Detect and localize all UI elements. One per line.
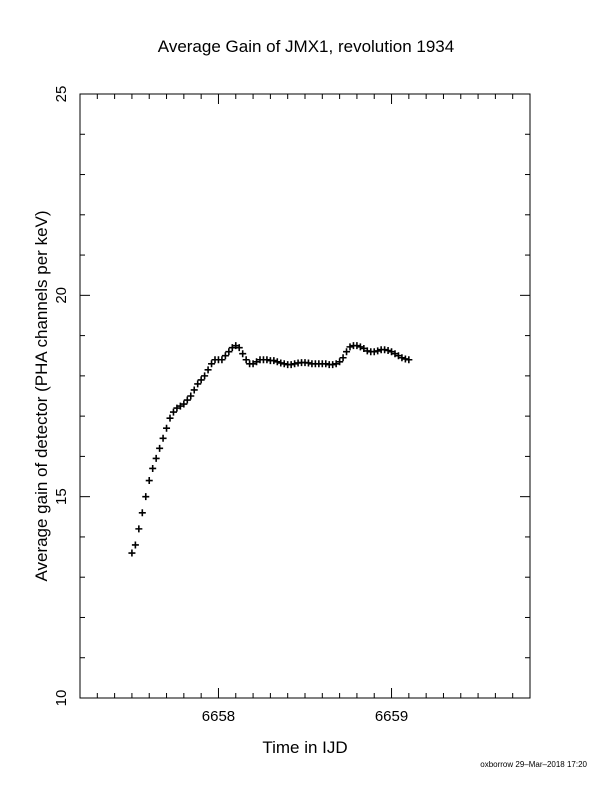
data-point: [194, 380, 202, 388]
data-point: [384, 346, 392, 354]
data-point: [197, 376, 205, 384]
data-point: [277, 359, 285, 367]
data-point: [201, 372, 209, 380]
data-point: [329, 361, 337, 369]
data-point: [322, 360, 330, 368]
data-point: [149, 464, 157, 472]
data-point: [145, 477, 153, 485]
data-point: [163, 424, 171, 432]
data-point: [225, 348, 233, 356]
data-point: [304, 359, 312, 367]
data-point: [405, 356, 413, 364]
y-tick-label: 25: [53, 86, 70, 103]
data-point: [128, 549, 136, 557]
x-tick-label: 6659: [375, 708, 408, 725]
data-point: [353, 342, 361, 350]
tick-labels: 6658 6659 10 15 20 25: [53, 86, 408, 725]
data-point: [183, 396, 191, 404]
data-point: [239, 350, 247, 358]
data-point: [291, 360, 299, 368]
data-point: [221, 352, 229, 360]
data-point: [343, 348, 351, 356]
data-point: [235, 344, 243, 352]
data-point: [187, 392, 195, 400]
data-point: [204, 366, 212, 374]
data-point: [280, 360, 288, 368]
data-point: [156, 444, 164, 452]
axis-ticks: [79, 93, 531, 699]
data-point: [208, 360, 216, 368]
data-point: [218, 356, 226, 364]
data-point: [398, 354, 406, 362]
data-point: [346, 343, 354, 351]
data-point: [138, 509, 146, 517]
data-point: [356, 343, 364, 351]
chart-title: Average Gain of JMX1, revolution 1934: [157, 37, 455, 56]
data-point: [339, 354, 347, 362]
data-point: [273, 358, 281, 366]
data-point: [166, 414, 174, 422]
y-tick-label: 10: [53, 690, 70, 707]
data-point: [370, 348, 378, 356]
data-point: [270, 357, 278, 365]
data-point: [190, 386, 198, 394]
y-tick-label: 15: [53, 488, 70, 505]
data-point: [287, 361, 295, 369]
data-points: [128, 342, 413, 557]
data-point: [242, 356, 250, 364]
data-point: [381, 346, 389, 354]
data-point: [263, 356, 271, 364]
data-point: [336, 358, 344, 366]
y-tick-label: 20: [53, 287, 70, 304]
data-point: [169, 408, 177, 416]
footer-timestamp: oxborrow 29–Mar–2018 17:20: [480, 760, 587, 769]
x-tick-label: 6658: [202, 708, 235, 725]
x-axis-label: Time in IJD: [262, 738, 348, 757]
plot-frame: [79, 93, 531, 699]
data-point: [152, 454, 160, 462]
data-point: [363, 347, 371, 355]
data-point: [135, 525, 143, 533]
y-axis-label: Average gain of detector (PHA channels p…: [32, 210, 51, 582]
data-point: [131, 541, 139, 549]
data-point: [142, 493, 150, 501]
data-point: [180, 400, 188, 408]
data-point: [401, 355, 409, 363]
data-point: [374, 347, 382, 355]
data-point: [159, 434, 167, 442]
